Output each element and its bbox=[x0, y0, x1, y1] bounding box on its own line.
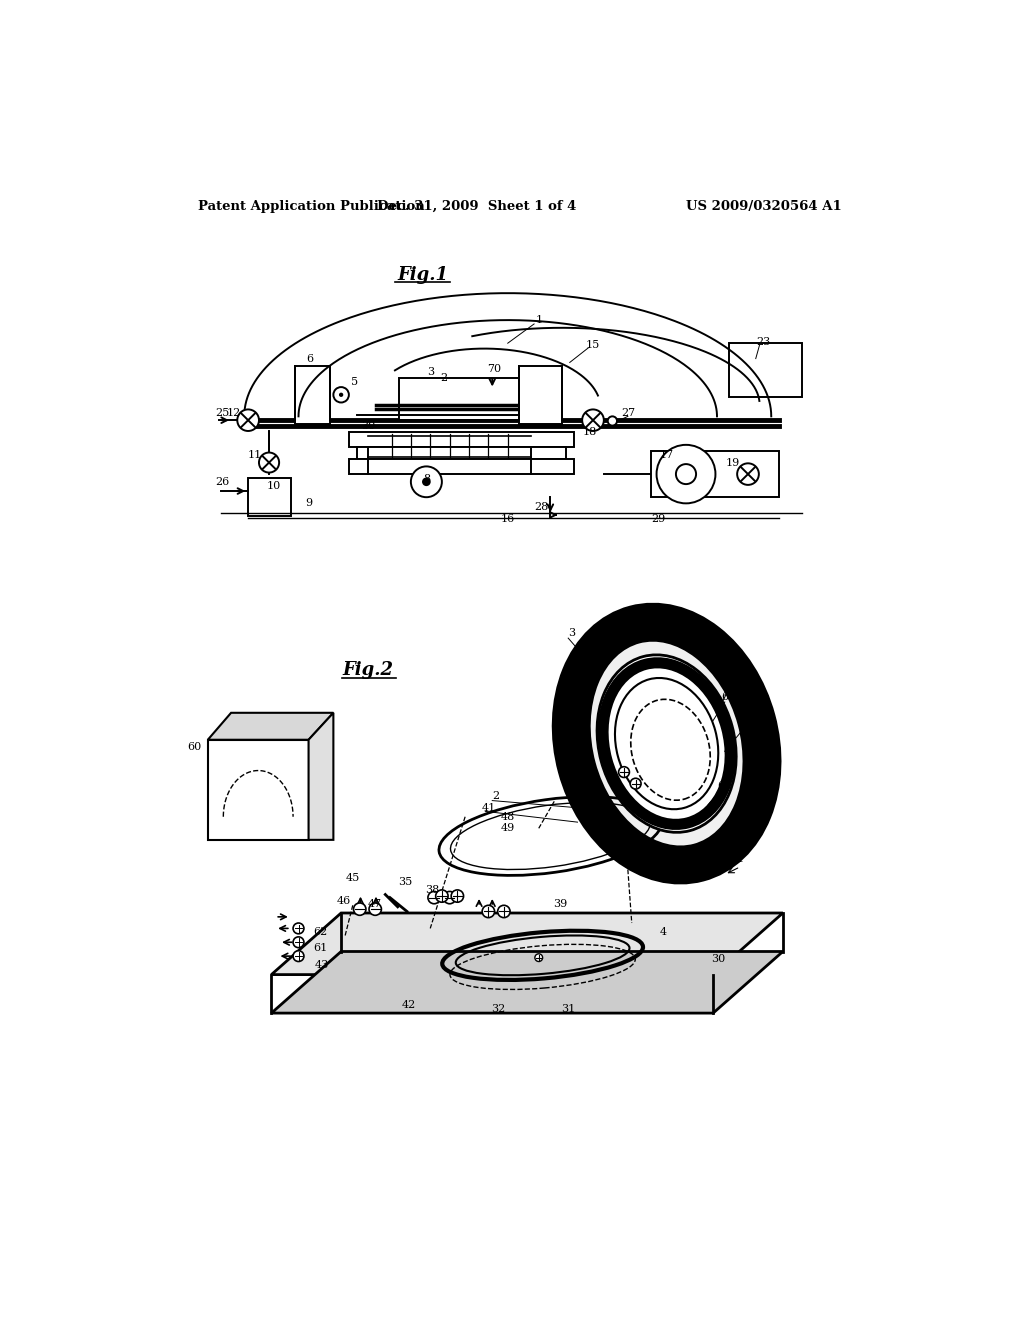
Text: 32: 32 bbox=[492, 1005, 506, 1014]
Bar bbox=[349, 459, 573, 474]
Text: 39: 39 bbox=[553, 899, 567, 908]
Bar bbox=[295, 367, 330, 424]
Text: 30: 30 bbox=[712, 954, 726, 964]
Bar bbox=[248, 478, 291, 516]
Ellipse shape bbox=[615, 678, 718, 809]
Circle shape bbox=[583, 409, 604, 430]
Text: 29: 29 bbox=[651, 513, 666, 524]
Text: 49: 49 bbox=[501, 824, 515, 833]
Bar bbox=[519, 367, 562, 424]
Text: 38: 38 bbox=[425, 884, 439, 895]
Text: 70: 70 bbox=[486, 363, 501, 374]
Text: 70: 70 bbox=[737, 723, 752, 733]
Circle shape bbox=[293, 950, 304, 961]
Circle shape bbox=[607, 416, 617, 425]
Text: 25: 25 bbox=[215, 408, 229, 417]
Text: Dec. 31, 2009  Sheet 1 of 4: Dec. 31, 2009 Sheet 1 of 4 bbox=[377, 199, 577, 213]
Text: US 2009/0320564 A1: US 2009/0320564 A1 bbox=[686, 199, 842, 213]
Text: 63: 63 bbox=[722, 693, 736, 702]
Circle shape bbox=[618, 767, 630, 777]
Text: 61: 61 bbox=[313, 942, 328, 953]
Text: 8: 8 bbox=[424, 474, 431, 484]
Polygon shape bbox=[271, 913, 783, 974]
Polygon shape bbox=[271, 952, 783, 1014]
Text: 46: 46 bbox=[336, 896, 350, 907]
Text: 48: 48 bbox=[501, 812, 515, 822]
Circle shape bbox=[353, 903, 366, 915]
Text: 4: 4 bbox=[659, 927, 667, 937]
Circle shape bbox=[676, 465, 696, 484]
Text: 43: 43 bbox=[314, 960, 329, 970]
Text: 60: 60 bbox=[186, 742, 201, 752]
Text: 41: 41 bbox=[482, 803, 497, 813]
Text: 45: 45 bbox=[346, 874, 359, 883]
Circle shape bbox=[443, 891, 456, 904]
Circle shape bbox=[369, 903, 381, 915]
Circle shape bbox=[498, 906, 510, 917]
Text: 5: 5 bbox=[351, 376, 357, 387]
Circle shape bbox=[535, 954, 543, 961]
Circle shape bbox=[428, 891, 440, 904]
Text: 65: 65 bbox=[718, 781, 732, 791]
Ellipse shape bbox=[597, 655, 736, 833]
Text: 26: 26 bbox=[215, 477, 229, 487]
Circle shape bbox=[737, 463, 759, 484]
Text: 2: 2 bbox=[493, 791, 500, 801]
Text: 40: 40 bbox=[604, 812, 618, 822]
Bar bbox=[729, 343, 802, 397]
Text: 9: 9 bbox=[305, 499, 312, 508]
Text: 62: 62 bbox=[313, 927, 328, 937]
Text: 23: 23 bbox=[757, 337, 771, 347]
Text: 15: 15 bbox=[586, 339, 600, 350]
Text: 11: 11 bbox=[248, 450, 262, 459]
Ellipse shape bbox=[559, 607, 774, 880]
Circle shape bbox=[411, 466, 442, 498]
Text: 1: 1 bbox=[536, 315, 543, 325]
Polygon shape bbox=[208, 713, 334, 739]
Circle shape bbox=[259, 453, 280, 473]
Text: 12: 12 bbox=[226, 408, 241, 417]
Circle shape bbox=[482, 906, 495, 917]
Circle shape bbox=[656, 445, 716, 503]
Text: 42: 42 bbox=[401, 1001, 416, 1010]
Text: 19: 19 bbox=[725, 458, 739, 467]
Text: 28: 28 bbox=[534, 502, 548, 512]
Text: 47: 47 bbox=[368, 899, 382, 908]
Polygon shape bbox=[308, 713, 334, 840]
Circle shape bbox=[339, 392, 343, 397]
Text: 64: 64 bbox=[731, 669, 745, 680]
Text: Patent Application Publication: Patent Application Publication bbox=[198, 199, 425, 213]
Circle shape bbox=[422, 478, 431, 486]
Text: 35: 35 bbox=[398, 878, 413, 887]
Text: 10: 10 bbox=[266, 480, 281, 491]
Text: 17: 17 bbox=[659, 450, 674, 459]
Text: 31: 31 bbox=[561, 1005, 575, 1014]
Text: Fig.2: Fig.2 bbox=[343, 661, 394, 680]
Circle shape bbox=[630, 779, 641, 789]
Circle shape bbox=[293, 937, 304, 948]
Circle shape bbox=[293, 923, 304, 933]
Text: 1: 1 bbox=[736, 854, 743, 865]
Circle shape bbox=[435, 890, 449, 903]
Bar bbox=[356, 447, 566, 459]
Circle shape bbox=[238, 409, 259, 430]
Circle shape bbox=[334, 387, 349, 403]
Text: 3: 3 bbox=[427, 367, 434, 378]
Text: 30: 30 bbox=[361, 421, 376, 432]
Text: Fig.1: Fig.1 bbox=[397, 267, 449, 284]
Text: 6: 6 bbox=[306, 354, 313, 363]
Bar bbox=[349, 432, 573, 447]
Text: 27: 27 bbox=[621, 408, 635, 417]
Text: 18: 18 bbox=[583, 426, 597, 437]
Text: 16: 16 bbox=[501, 513, 515, 524]
Bar bbox=[208, 739, 308, 840]
Text: 2: 2 bbox=[440, 372, 447, 383]
Circle shape bbox=[452, 890, 464, 903]
Bar bbox=[399, 378, 519, 420]
Text: 3: 3 bbox=[568, 628, 575, 639]
Bar bbox=[651, 451, 779, 498]
